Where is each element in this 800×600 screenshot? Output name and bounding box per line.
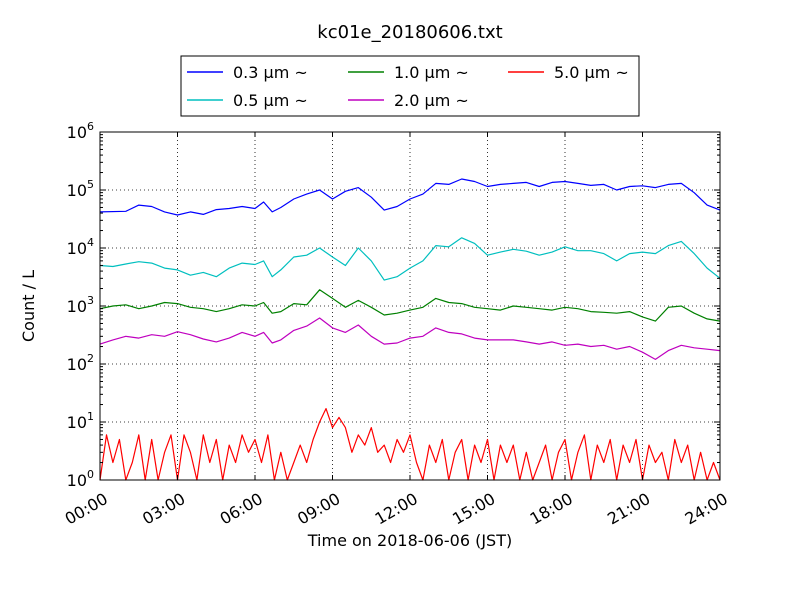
series-line-3 bbox=[99, 289, 721, 322]
legend-frame bbox=[180, 55, 640, 117]
legend-label-4: 2.0 μm ~ bbox=[394, 91, 469, 110]
y-tick-label: 105 bbox=[67, 178, 94, 200]
series-line-2 bbox=[99, 237, 721, 281]
y-tick-label: 100 bbox=[67, 468, 94, 490]
axis-ticks bbox=[99, 131, 721, 481]
y-tick-label: 104 bbox=[67, 236, 94, 258]
series-line-4 bbox=[99, 317, 721, 360]
legend: 0.3 μm ~ 0.5 μm ~ 1.0 μm ~ 2.0 μm ~ 5.0 μm ~ bbox=[180, 55, 640, 117]
chart-title: kc01e_20180606.txt bbox=[317, 22, 502, 43]
legend-label-3: 1.0 μm ~ bbox=[394, 63, 469, 82]
y-tick-labels: 100 101 102 103 104 105 106 bbox=[67, 120, 94, 490]
x-axis-label: Time on 2018-06-06 (JST) bbox=[307, 531, 512, 550]
legend-label-1: 0.3 μm ~ bbox=[233, 63, 308, 82]
series-line-1 bbox=[99, 178, 721, 216]
legend-label-5: 5.0 μm ~ bbox=[554, 63, 629, 82]
y-tick-label: 103 bbox=[67, 294, 94, 316]
y-tick-label: 106 bbox=[67, 120, 94, 142]
y-tick-label: 102 bbox=[67, 352, 94, 374]
y-axis-label: Count / L bbox=[19, 270, 38, 342]
legend-label-2: 0.5 μm ~ bbox=[233, 91, 308, 110]
y-tick-label: 101 bbox=[67, 410, 94, 432]
